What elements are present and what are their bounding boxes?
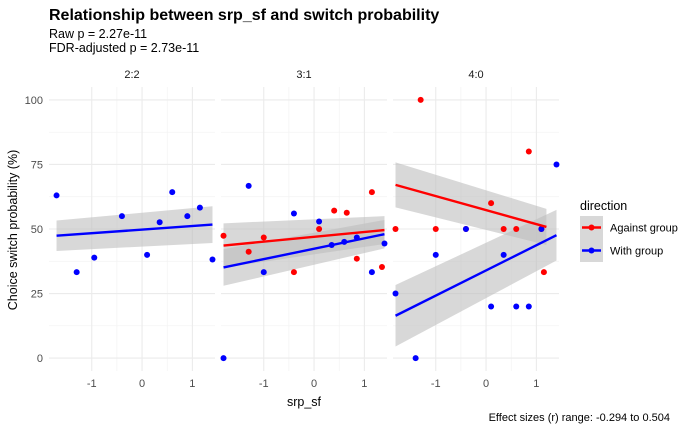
data-point bbox=[91, 254, 98, 261]
data-point bbox=[196, 204, 203, 211]
data-point bbox=[260, 269, 267, 276]
data-point bbox=[417, 96, 424, 103]
data-point bbox=[368, 189, 375, 196]
data-point bbox=[432, 251, 439, 258]
facet-strip-label: 3:1 bbox=[296, 69, 311, 81]
confidence-band bbox=[395, 162, 547, 246]
facet-panel: 4:0 -1 0 1 bbox=[392, 69, 560, 390]
regression-line bbox=[395, 183, 547, 229]
regression-line bbox=[223, 228, 385, 247]
data-point bbox=[392, 226, 399, 232]
data-point bbox=[513, 226, 520, 232]
legend-key-point bbox=[588, 247, 595, 254]
data-point bbox=[184, 213, 191, 220]
data-point bbox=[378, 263, 385, 270]
data-point bbox=[540, 269, 547, 276]
data-point bbox=[169, 189, 176, 196]
facet-panel: 2:2 -1 0 1 bbox=[49, 69, 216, 390]
data-point bbox=[392, 290, 399, 297]
x-tick-label: 1 bbox=[533, 378, 539, 390]
x-axis-title: srp_sf bbox=[287, 395, 322, 409]
data-point bbox=[353, 255, 360, 262]
y-tick-label: 25 bbox=[31, 289, 43, 301]
data-point bbox=[144, 251, 151, 258]
legend-title: direction bbox=[580, 199, 627, 213]
data-point bbox=[381, 240, 388, 247]
data-point bbox=[316, 218, 323, 225]
data-point bbox=[245, 248, 252, 255]
facet-panel: 3:1 -1 0 1 bbox=[220, 69, 388, 390]
x-tick-label: 0 bbox=[483, 378, 489, 390]
x-tick-label: 0 bbox=[139, 378, 145, 390]
y-tick-label: 100 bbox=[25, 95, 43, 107]
legend-key-point bbox=[588, 224, 595, 231]
regression-line bbox=[223, 232, 385, 269]
data-point bbox=[220, 232, 227, 239]
x-tick-label: 1 bbox=[189, 378, 195, 390]
legend-label: With group bbox=[610, 246, 663, 258]
data-point bbox=[220, 355, 227, 362]
data-point bbox=[525, 303, 532, 310]
confidence-band bbox=[56, 206, 213, 251]
y-axis: 0 25 50 75 100 bbox=[25, 95, 43, 365]
data-point bbox=[290, 210, 297, 217]
data-point bbox=[53, 192, 60, 199]
y-tick-label: 50 bbox=[31, 224, 43, 236]
data-point bbox=[290, 269, 297, 276]
data-point bbox=[500, 251, 507, 258]
data-point bbox=[245, 182, 252, 189]
data-point bbox=[513, 303, 520, 310]
confidence-band bbox=[395, 209, 557, 347]
regression-line bbox=[56, 223, 213, 237]
chart-subtitle-fdr-p: FDR-adjusted p = 2.73e-11 bbox=[49, 41, 199, 55]
facet-strip-label: 4:0 bbox=[468, 69, 483, 81]
data-point bbox=[462, 226, 469, 232]
data-point bbox=[118, 213, 125, 220]
data-point bbox=[538, 226, 545, 232]
y-tick-label: 75 bbox=[31, 159, 43, 171]
y-tick-label: 0 bbox=[37, 353, 43, 365]
data-point bbox=[156, 219, 163, 226]
chart-caption: Effect sizes (r) range: -0.294 to 0.504 bbox=[489, 412, 670, 424]
data-point bbox=[488, 303, 495, 310]
data-point bbox=[368, 269, 375, 276]
data-point bbox=[412, 355, 419, 362]
data-point bbox=[500, 226, 507, 232]
legend-label: Against group bbox=[610, 223, 678, 235]
y-axis-title: Choice switch probability (%) bbox=[6, 150, 20, 310]
legend-entry: With group bbox=[580, 239, 663, 262]
legend-entry: Against group bbox=[580, 216, 678, 239]
data-point bbox=[343, 209, 350, 216]
data-point bbox=[432, 226, 439, 232]
x-tick-label: 1 bbox=[361, 378, 367, 390]
data-point bbox=[316, 226, 323, 232]
data-point bbox=[553, 161, 560, 168]
data-point bbox=[488, 200, 495, 207]
data-point bbox=[73, 269, 80, 276]
x-tick-label: -1 bbox=[431, 378, 441, 390]
data-point bbox=[331, 207, 338, 214]
x-tick-label: -1 bbox=[87, 378, 97, 390]
data-point bbox=[209, 256, 216, 263]
regression-line bbox=[394, 234, 558, 317]
data-point bbox=[525, 148, 532, 155]
chart-title: Relationship between srp_sf and switch p… bbox=[49, 7, 439, 24]
facet-strip-label: 2:2 bbox=[124, 69, 139, 81]
facet-panels: 2:2 -1 0 1 3:1 -1 0 1 4:0 -1 0 1 bbox=[49, 69, 560, 390]
chart-subtitle-raw-p: Raw p = 2.27e-11 bbox=[49, 27, 147, 41]
x-tick-label: 0 bbox=[311, 378, 317, 390]
legend: direction Against group With group bbox=[580, 199, 678, 262]
data-point bbox=[260, 234, 267, 241]
x-tick-label: -1 bbox=[259, 378, 269, 390]
